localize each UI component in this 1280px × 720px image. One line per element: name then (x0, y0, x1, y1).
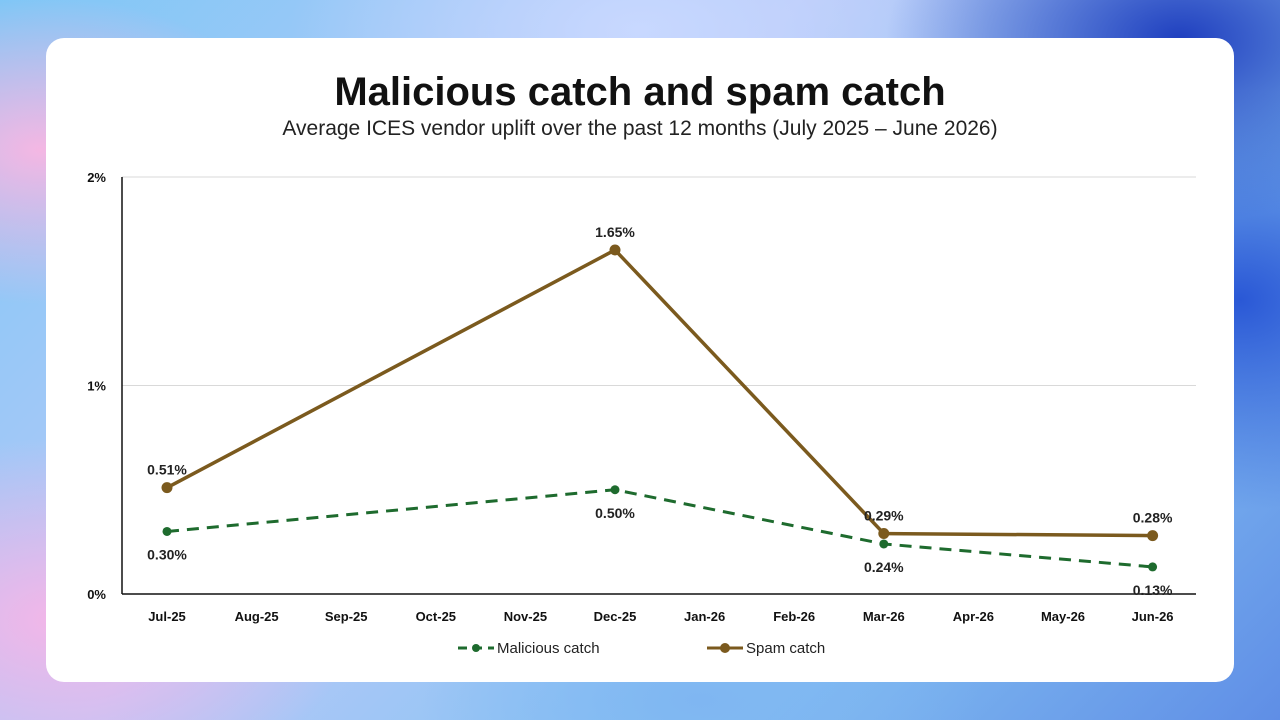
data-label: 0.28% (1133, 510, 1173, 526)
x-tick-label: Sep-25 (325, 609, 368, 624)
x-tick-label: Nov-25 (504, 609, 547, 624)
x-tick-label: May-26 (1041, 609, 1085, 624)
x-tick-label: Mar-26 (863, 609, 905, 624)
y-tick-label: 2% (87, 170, 106, 185)
data-label: 0.29% (864, 508, 904, 524)
data-point (161, 482, 173, 494)
data-point (610, 485, 620, 495)
data-point (879, 539, 889, 549)
data-label: 0.24% (864, 559, 904, 575)
y-tick-label: 1% (87, 379, 106, 394)
legend-swatch-marker (720, 643, 730, 653)
data-label: 0.13% (1133, 582, 1173, 598)
legend-label: Spam catch (746, 640, 825, 657)
chart-title: Malicious catch and spam catch (334, 70, 946, 114)
data-label: 0.50% (595, 505, 635, 521)
data-label: 0.51% (147, 462, 187, 478)
data-point (1147, 530, 1159, 542)
series-line (166, 248, 1153, 538)
data-label: 0.30% (147, 546, 187, 562)
x-tick-label: Jun-26 (1132, 609, 1174, 624)
series-line (166, 488, 1153, 569)
x-tick-label: Aug-25 (235, 609, 279, 624)
data-point (162, 526, 172, 536)
data-point (1148, 562, 1158, 572)
data-point (878, 528, 890, 540)
x-tick-label: Dec-25 (594, 609, 637, 624)
legend-swatch-marker (472, 644, 480, 652)
x-tick-label: Jul-25 (148, 609, 186, 624)
y-tick-label: 0% (87, 587, 106, 602)
x-tick-label: Feb-26 (773, 609, 815, 624)
x-tick-label: Apr-26 (953, 609, 994, 624)
chart-card (46, 38, 1234, 682)
data-point (609, 244, 621, 256)
chart-subtitle: Average ICES vendor uplift over the past… (282, 117, 998, 140)
legend-label: Malicious catch (497, 640, 600, 657)
data-label: 1.65% (595, 224, 635, 240)
x-tick-label: Oct-25 (416, 609, 456, 624)
x-tick-label: Jan-26 (684, 609, 725, 624)
